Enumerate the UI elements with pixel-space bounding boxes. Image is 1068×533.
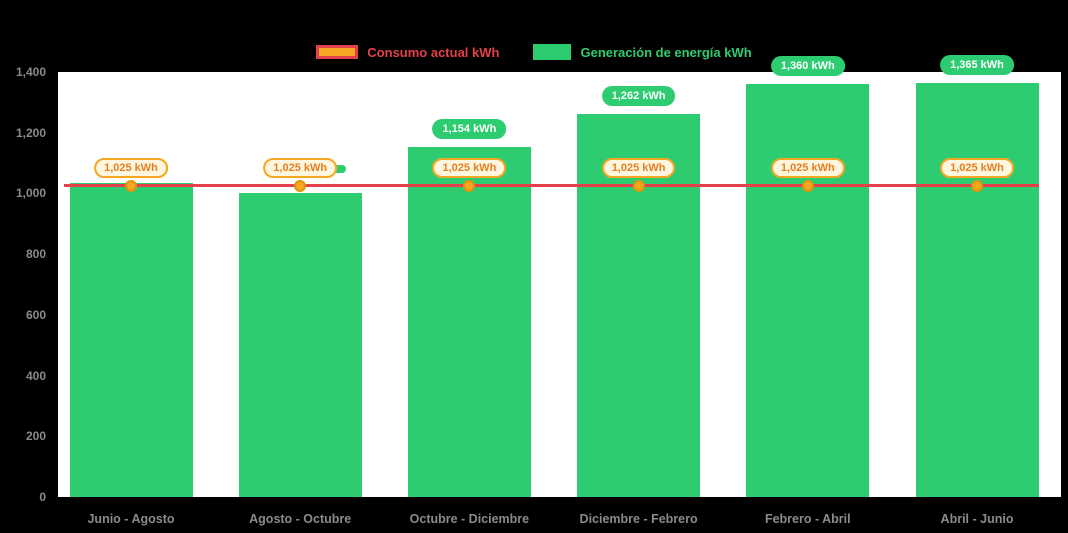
consumption-point[interactable]	[801, 179, 814, 192]
consumption-point[interactable]	[125, 179, 137, 192]
x-tick-label: Abril - Junio	[940, 512, 1014, 526]
generation-bar[interactable]	[407, 146, 531, 497]
y-tick-label: 1,000	[15, 186, 46, 201]
x-tick-label: Octubre - Diciembre	[409, 512, 530, 526]
consumption-point[interactable]	[463, 179, 476, 192]
consumption-value-pill: 1,025 kWh	[263, 157, 338, 178]
y-tick-label: 600	[25, 307, 46, 322]
generation-value-pill: 1,365 kWh	[940, 54, 1014, 75]
y-tick-label: 0	[39, 490, 46, 504]
generation-value-pill: 1,262 kWh	[601, 85, 676, 106]
legend-item-consumption[interactable]: Consumo actual kWh	[316, 45, 499, 60]
y-tick-label: 1,400	[15, 65, 46, 79]
x-tick-label: Junio - Agosto	[87, 512, 175, 526]
plot-area	[58, 72, 1061, 497]
x-tick-label: Febrero - Abril	[764, 512, 851, 526]
y-tick-label: 400	[25, 368, 46, 383]
y-tick-label: 200	[25, 429, 46, 444]
y-tick-label: 800	[25, 247, 46, 262]
legend-label-consumption: Consumo actual kWh	[367, 44, 500, 60]
consumption-value-pill: 1,025 kWh	[770, 157, 845, 178]
generation-value-pill: 1,154 kWh	[432, 118, 507, 139]
legend: Consumo actual kWh Generación de energía…	[0, 44, 1068, 60]
generation-swatch-icon	[533, 44, 572, 60]
consumption-value-pill: 1,025 kWh	[601, 157, 676, 178]
generation-value-pill: 1,360 kWh	[770, 56, 845, 77]
consumption-value-pill: 1,025 kWh	[940, 157, 1014, 178]
consumption-point[interactable]	[971, 179, 983, 192]
legend-label-generation: Generación de energía kWh	[580, 44, 752, 60]
y-tick-label: 1,200	[15, 125, 46, 140]
consumption-point[interactable]	[632, 179, 645, 192]
consumption-value-pill: 1,025 kWh	[432, 157, 507, 178]
x-tick-label: Agosto - Octubre	[249, 512, 352, 526]
generation-bar[interactable]	[915, 82, 1039, 497]
generation-bar[interactable]	[238, 192, 362, 497]
consumption-value-pill: 1,025 kWh	[94, 157, 168, 178]
consumption-swatch-icon	[316, 45, 359, 59]
x-tick-label: Diciembre - Febrero	[579, 512, 698, 526]
generation-bar[interactable]	[746, 84, 870, 497]
consumption-point[interactable]	[294, 179, 307, 192]
consumption-line	[64, 184, 1039, 188]
legend-item-generation[interactable]: Generación de energía kWh	[533, 44, 752, 60]
generation-bar[interactable]	[69, 183, 193, 497]
